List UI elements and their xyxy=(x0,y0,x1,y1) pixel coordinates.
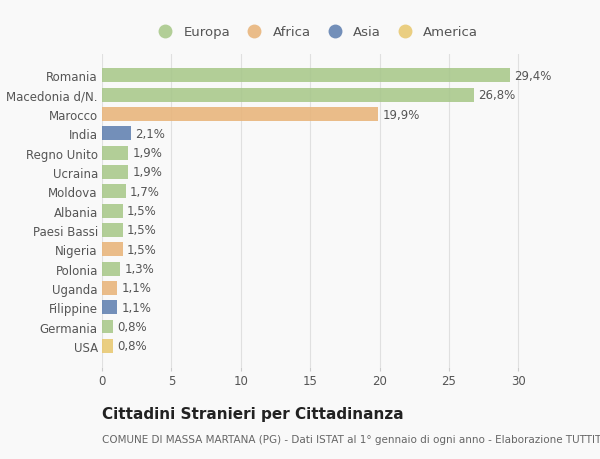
Bar xyxy=(102,243,123,257)
Text: 0,8%: 0,8% xyxy=(117,340,147,353)
Text: 1,3%: 1,3% xyxy=(124,263,154,275)
Bar xyxy=(102,204,123,218)
Bar xyxy=(102,185,125,199)
Bar xyxy=(102,281,117,295)
Bar xyxy=(102,166,128,179)
Text: 1,5%: 1,5% xyxy=(127,243,157,256)
Text: 29,4%: 29,4% xyxy=(514,70,551,83)
Text: 1,5%: 1,5% xyxy=(127,224,157,237)
Text: 1,1%: 1,1% xyxy=(121,282,151,295)
Bar xyxy=(102,89,474,102)
Bar xyxy=(102,146,128,160)
Text: 1,9%: 1,9% xyxy=(133,147,163,160)
Bar xyxy=(102,320,113,334)
Text: 1,9%: 1,9% xyxy=(133,166,163,179)
Bar xyxy=(102,69,510,83)
Text: 1,7%: 1,7% xyxy=(130,185,160,198)
Bar xyxy=(102,301,117,314)
Text: 1,5%: 1,5% xyxy=(127,205,157,218)
Bar xyxy=(102,108,378,122)
Bar xyxy=(102,262,120,276)
Bar xyxy=(102,339,113,353)
Text: 2,1%: 2,1% xyxy=(136,128,165,140)
Text: 1,1%: 1,1% xyxy=(121,301,151,314)
Bar xyxy=(102,127,131,141)
Text: 26,8%: 26,8% xyxy=(478,89,515,102)
Bar xyxy=(102,224,123,237)
Text: COMUNE DI MASSA MARTANA (PG) - Dati ISTAT al 1° gennaio di ogni anno - Elaborazi: COMUNE DI MASSA MARTANA (PG) - Dati ISTA… xyxy=(102,434,600,444)
Text: 19,9%: 19,9% xyxy=(382,108,419,121)
Text: Cittadini Stranieri per Cittadinanza: Cittadini Stranieri per Cittadinanza xyxy=(102,406,404,421)
Legend: Europa, Africa, Asia, America: Europa, Africa, Asia, America xyxy=(147,21,484,45)
Text: 0,8%: 0,8% xyxy=(117,320,147,333)
